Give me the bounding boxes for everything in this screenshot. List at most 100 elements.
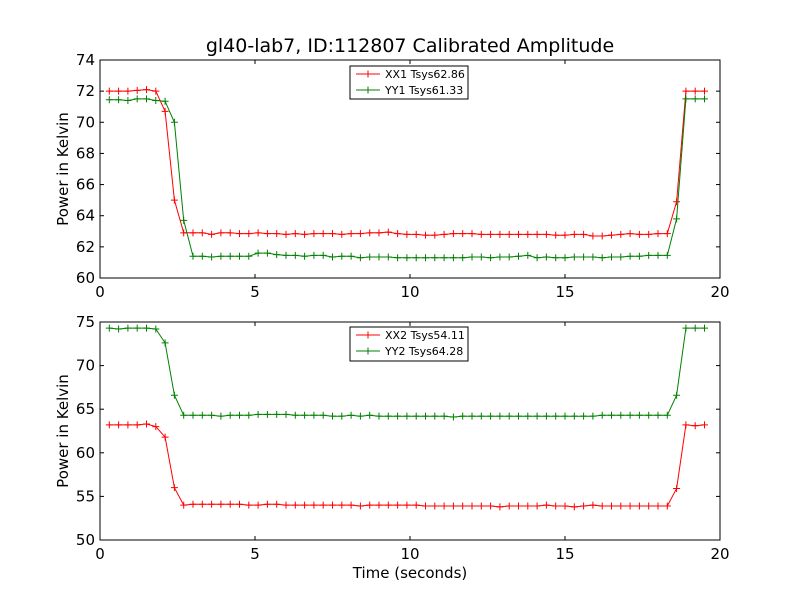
data-point-yy1 — [356, 254, 364, 262]
y-tick-label: 62 — [76, 238, 95, 256]
data-point-yy2 — [161, 339, 169, 347]
series-xx2 — [105, 420, 708, 511]
data-point-yy2 — [459, 412, 467, 420]
data-point-xx1 — [394, 230, 402, 238]
legend-box — [349, 326, 469, 362]
data-point-yy2 — [198, 411, 206, 419]
data-point-yy1 — [366, 253, 374, 261]
legend-label-yy2: YY2 Tsys64.28 — [384, 345, 463, 358]
data-point-xx2 — [347, 501, 355, 509]
data-point-yy2 — [533, 412, 541, 420]
legend-marker-xx1 — [364, 70, 372, 78]
data-point-yy1 — [115, 96, 123, 104]
y-tick-label: 72 — [76, 82, 95, 100]
data-point-xx2 — [384, 501, 392, 509]
data-point-xx1 — [552, 231, 560, 239]
data-point-xx1 — [524, 230, 532, 238]
data-point-xx2 — [180, 501, 188, 509]
data-point-yy1 — [608, 253, 615, 261]
y-tick-label: 75 — [76, 313, 95, 331]
data-point-xx1 — [356, 230, 364, 238]
data-point-yy1 — [635, 252, 643, 260]
x-tick-label: 15 — [555, 545, 574, 563]
data-point-xx2 — [608, 502, 615, 510]
data-point-yy1 — [468, 253, 476, 261]
data-point-yy2 — [310, 411, 318, 419]
x-tick-label: 0 — [95, 545, 105, 563]
data-point-xx1 — [245, 230, 253, 238]
data-point-yy2 — [682, 324, 690, 332]
data-point-yy1 — [477, 253, 485, 261]
data-point-yy2 — [515, 412, 522, 420]
data-point-xx2 — [524, 502, 532, 510]
data-point-xx2 — [561, 502, 569, 510]
data-point-xx2 — [403, 501, 411, 509]
data-point-yy1 — [412, 254, 420, 262]
data-point-yy1 — [291, 251, 299, 259]
data-point-xx1 — [682, 87, 690, 95]
data-point-xx1 — [449, 230, 457, 238]
data-point-yy2 — [217, 412, 225, 420]
data-point-yy2 — [431, 412, 439, 420]
y-tick-label: 70 — [76, 357, 95, 375]
data-point-xx1 — [496, 230, 504, 238]
data-point-xx2 — [440, 502, 448, 510]
data-point-xx1 — [198, 229, 206, 237]
y-tick-label: 64 — [76, 207, 95, 225]
data-point-yy2 — [589, 412, 597, 420]
data-point-yy2 — [487, 412, 495, 420]
data-point-xx2 — [189, 500, 197, 508]
data-point-xx1 — [691, 87, 699, 95]
data-point-xx1 — [375, 229, 383, 237]
data-point-yy2 — [384, 412, 392, 420]
data-point-xx2 — [170, 484, 178, 492]
data-point-xx1 — [170, 196, 178, 204]
data-point-xx2 — [580, 502, 588, 510]
data-point-yy2 — [626, 411, 634, 419]
data-point-yy1 — [459, 254, 467, 262]
data-point-xx2 — [329, 501, 336, 509]
data-point-xx2 — [552, 502, 560, 510]
data-point-xx2 — [422, 502, 429, 510]
data-point-xx2 — [152, 423, 160, 431]
data-point-xx1 — [366, 229, 374, 237]
data-point-yy2 — [570, 412, 578, 420]
data-point-xx1 — [226, 229, 234, 237]
data-point-xx2 — [691, 422, 699, 430]
data-point-yy2 — [598, 411, 606, 419]
data-point-yy1 — [570, 253, 578, 261]
data-point-yy2 — [645, 411, 653, 419]
data-point-yy2 — [236, 411, 243, 419]
data-point-xx2 — [645, 502, 653, 510]
legend-label-yy1: YY1 Tsys61.33 — [384, 84, 463, 97]
data-point-xx1 — [347, 230, 355, 238]
data-point-xx1 — [291, 230, 299, 238]
x-tick-label: 0 — [95, 283, 105, 301]
data-point-yy2 — [673, 391, 681, 399]
data-point-yy1 — [105, 96, 113, 104]
data-point-yy2 — [561, 412, 569, 420]
data-point-xx2 — [319, 501, 327, 509]
data-point-xx1 — [570, 230, 578, 238]
data-point-xx2 — [570, 503, 578, 511]
data-point-xx1 — [412, 230, 420, 238]
data-point-xx2 — [626, 502, 634, 510]
legend-label-xx2: XX2 Tsys54.11 — [385, 329, 465, 342]
data-point-xx1 — [617, 230, 625, 238]
data-point-yy1 — [561, 254, 569, 262]
data-point-yy1 — [226, 252, 234, 260]
data-point-yy1 — [496, 253, 504, 261]
data-point-yy1 — [170, 118, 178, 126]
data-point-yy2 — [505, 412, 513, 420]
data-point-xx1 — [189, 229, 197, 237]
data-point-xx1 — [608, 231, 615, 239]
y-tick-label: 60 — [76, 444, 95, 462]
x-tick-label: 10 — [400, 545, 419, 563]
y-tick-label: 74 — [76, 51, 95, 69]
data-point-yy2 — [477, 412, 485, 420]
data-point-yy1 — [143, 95, 150, 103]
data-point-xx1 — [589, 232, 597, 240]
data-point-xx1 — [515, 230, 522, 238]
data-point-yy2 — [347, 411, 355, 419]
data-point-xx1 — [217, 229, 225, 237]
